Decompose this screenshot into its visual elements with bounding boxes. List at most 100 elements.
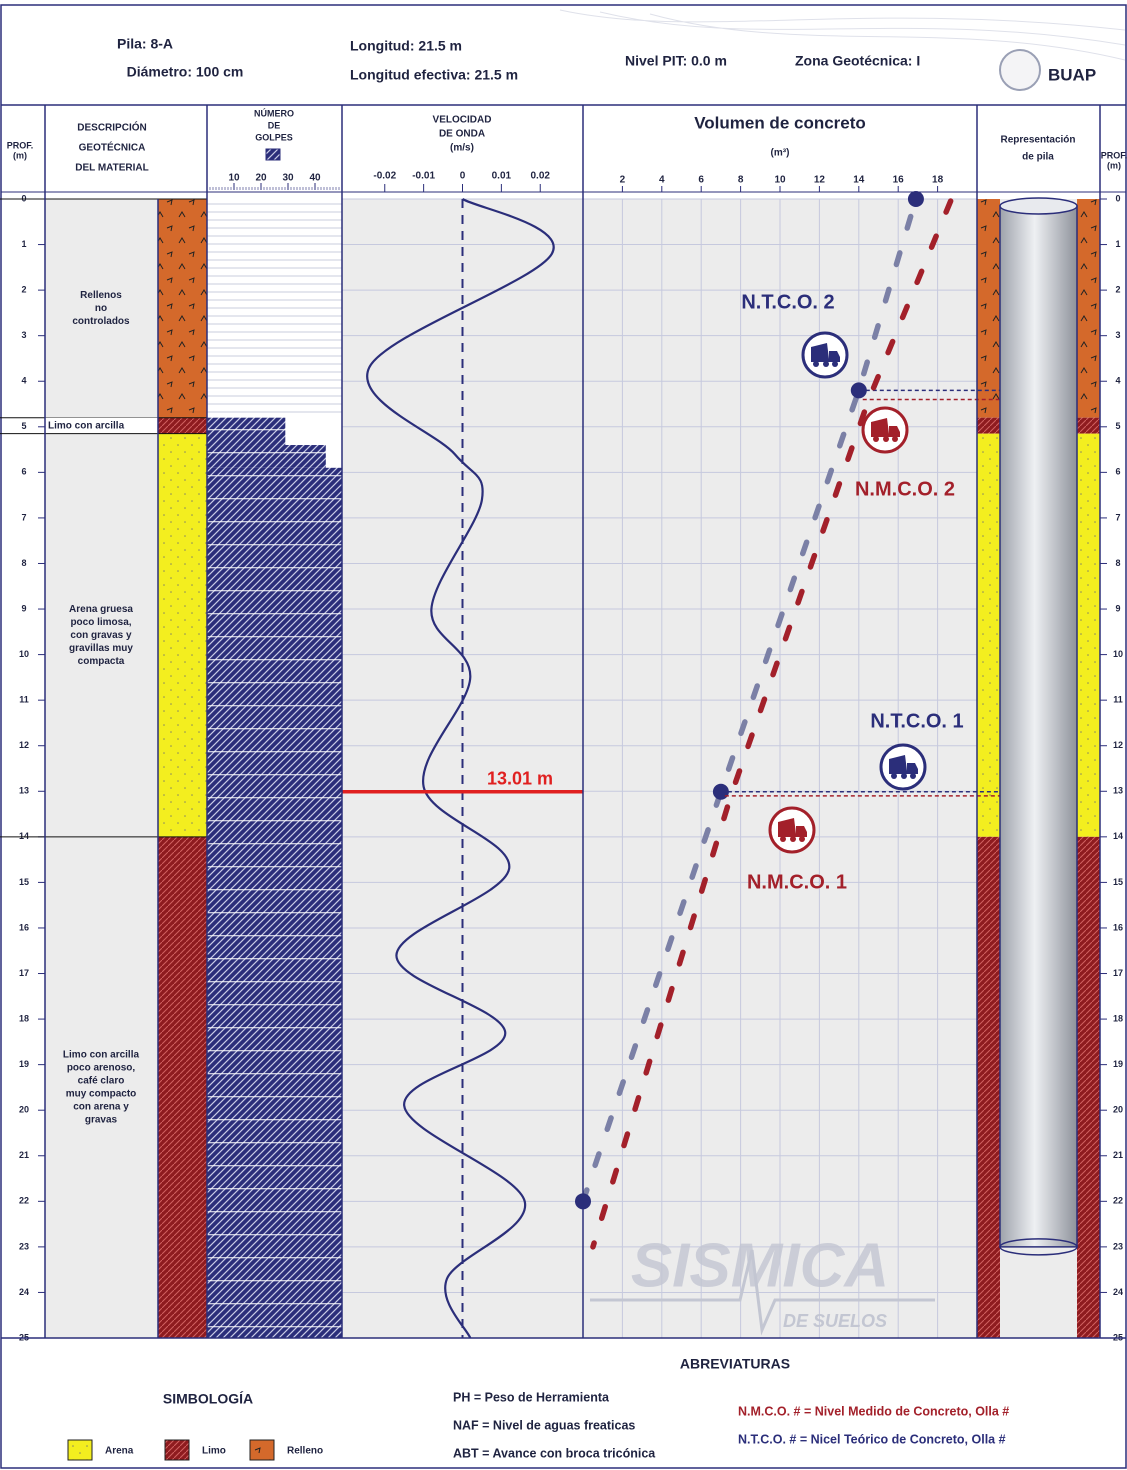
layer-description: café claro: [78, 1076, 125, 1087]
icon-wheel: [832, 361, 838, 367]
y-tick-label: 12: [1113, 740, 1123, 750]
y-tick-label: 10: [19, 649, 29, 659]
legend-swatch: [67, 1439, 93, 1461]
icon-wheel: [780, 836, 786, 842]
depth-marker-label: 13.01 m: [487, 768, 553, 788]
y-tick-label: 14: [1113, 831, 1123, 841]
x-tick-label: 30: [282, 173, 294, 184]
logo: BUAP: [1048, 65, 1096, 84]
abbreviation: N.M.C.O. # = Nivel Medido de Concreto, O…: [738, 1404, 1009, 1418]
velocity-curve: [366, 198, 555, 1339]
zone: Zona Geotécnica: I: [795, 53, 920, 69]
y-tick-label: 11: [19, 695, 29, 705]
column-title: GOLPES: [255, 132, 293, 142]
y-tick-label: 0: [1115, 193, 1120, 203]
legend-label: Limo: [202, 1446, 226, 1457]
pile-body: [999, 205, 1078, 1248]
blow-bar: [207, 417, 286, 446]
x-tick-label: 2: [620, 175, 626, 186]
y-tick-label: 9: [21, 603, 26, 613]
icon-truck: [811, 343, 840, 362]
y-tick-label: 15: [19, 877, 29, 887]
icon-wheel: [790, 836, 796, 842]
x-tick-label: 8: [738, 175, 744, 186]
layer-description: Limo con arcilla: [48, 420, 125, 431]
layer-description: poco limosa,: [70, 617, 131, 628]
watermark: DE SUELOS: [783, 1311, 887, 1331]
y-tick-label: 0: [21, 193, 26, 203]
legend-label: Relleno: [287, 1446, 323, 1457]
x-tick-label: 14: [853, 175, 865, 186]
abbreviation: NAF = Nivel de aguas freaticas: [453, 1418, 635, 1432]
axis-label: (m): [13, 150, 27, 160]
layer-description: Limo con arcilla: [63, 1050, 140, 1061]
x-tick-label: 6: [698, 175, 704, 186]
y-tick-label: 3: [1115, 330, 1120, 340]
column-title: DE ONDA: [439, 129, 485, 140]
y-tick-label: 15: [1113, 877, 1123, 887]
level-dot: [850, 382, 867, 399]
y-tick-label: 21: [1113, 1150, 1123, 1160]
icon-truck: [871, 418, 900, 437]
y-tick-label: 22: [19, 1196, 29, 1206]
header-decor: [559, 9, 1126, 61]
y-tick-label: 7: [21, 512, 26, 522]
x-tick-label: -0.02: [373, 171, 396, 182]
y-tick-label: 12: [19, 740, 29, 750]
y-tick-label: 23: [19, 1241, 29, 1251]
column-title: DEL MATERIAL: [75, 163, 149, 174]
y-tick-label: 11: [1113, 695, 1123, 705]
pile-top: [999, 197, 1078, 215]
diameter: Diámetro: 100 cm: [127, 64, 244, 80]
x-tick-label: -0.01: [412, 171, 435, 182]
y-tick-label: 7: [1115, 512, 1120, 522]
y-tick-label: 13: [19, 786, 29, 796]
panel: [45, 199, 158, 1338]
theoretical-volume: [580, 196, 919, 1205]
watermark-wave: [590, 1249, 935, 1336]
column-title: NÚMERO: [254, 107, 294, 118]
y-tick-label: 4: [1115, 376, 1120, 386]
y-tick-label: 3: [21, 330, 26, 340]
icon-wheel: [813, 361, 819, 367]
y-tick-label: 17: [19, 968, 29, 978]
measured-volume: [590, 196, 955, 1250]
soil-layer: [158, 836, 207, 1338]
layer-description: gravas: [85, 1115, 118, 1126]
soil-layer: [158, 433, 207, 837]
icon-truck: [889, 755, 918, 774]
y-tick-label: 16: [19, 922, 29, 932]
column-unit: (m³): [771, 148, 790, 159]
layer-description: con gravas y: [70, 630, 132, 641]
truck-icon: [768, 806, 816, 854]
y-tick-label: 22: [1113, 1196, 1123, 1206]
soil-layer: [977, 836, 1000, 1338]
icon-wheel: [901, 773, 907, 779]
axis-label: PROF.: [7, 140, 34, 150]
y-tick-label: 5: [21, 421, 26, 431]
pit-level: Nivel PIT: 0.0 m: [625, 53, 727, 69]
legend-swatch: [164, 1439, 190, 1461]
y-tick-label: 19: [1113, 1059, 1123, 1069]
x-tick-label: 0: [460, 171, 466, 182]
column-title: de pila: [1022, 152, 1054, 163]
y-tick-label: 18: [1113, 1013, 1123, 1023]
icon-wheel: [799, 836, 805, 842]
level-label: N.T.C.O. 1: [870, 710, 963, 732]
column-title: Volumen de concreto: [694, 113, 866, 132]
logo-seal: [999, 49, 1041, 91]
abbreviation: ABT = Avance con broca tricónica: [453, 1446, 656, 1460]
icon-truck: [778, 818, 807, 837]
layer-description: con arena y: [73, 1102, 129, 1113]
layer-description: poco arenoso,: [67, 1063, 136, 1074]
y-tick-label: 1: [21, 239, 26, 249]
icon-wheel: [891, 773, 897, 779]
x-tick-label: 12: [814, 175, 826, 186]
column-title: VELOCIDAD: [433, 115, 492, 126]
pile-id: Pila: 8-A: [117, 36, 173, 52]
y-tick-label: 5: [1115, 421, 1120, 431]
level-label: N.T.C.O. 2: [741, 291, 834, 313]
truck-icon: [879, 743, 927, 791]
y-tick-label: 10: [1113, 649, 1123, 659]
y-tick-label: 18: [19, 1013, 29, 1023]
